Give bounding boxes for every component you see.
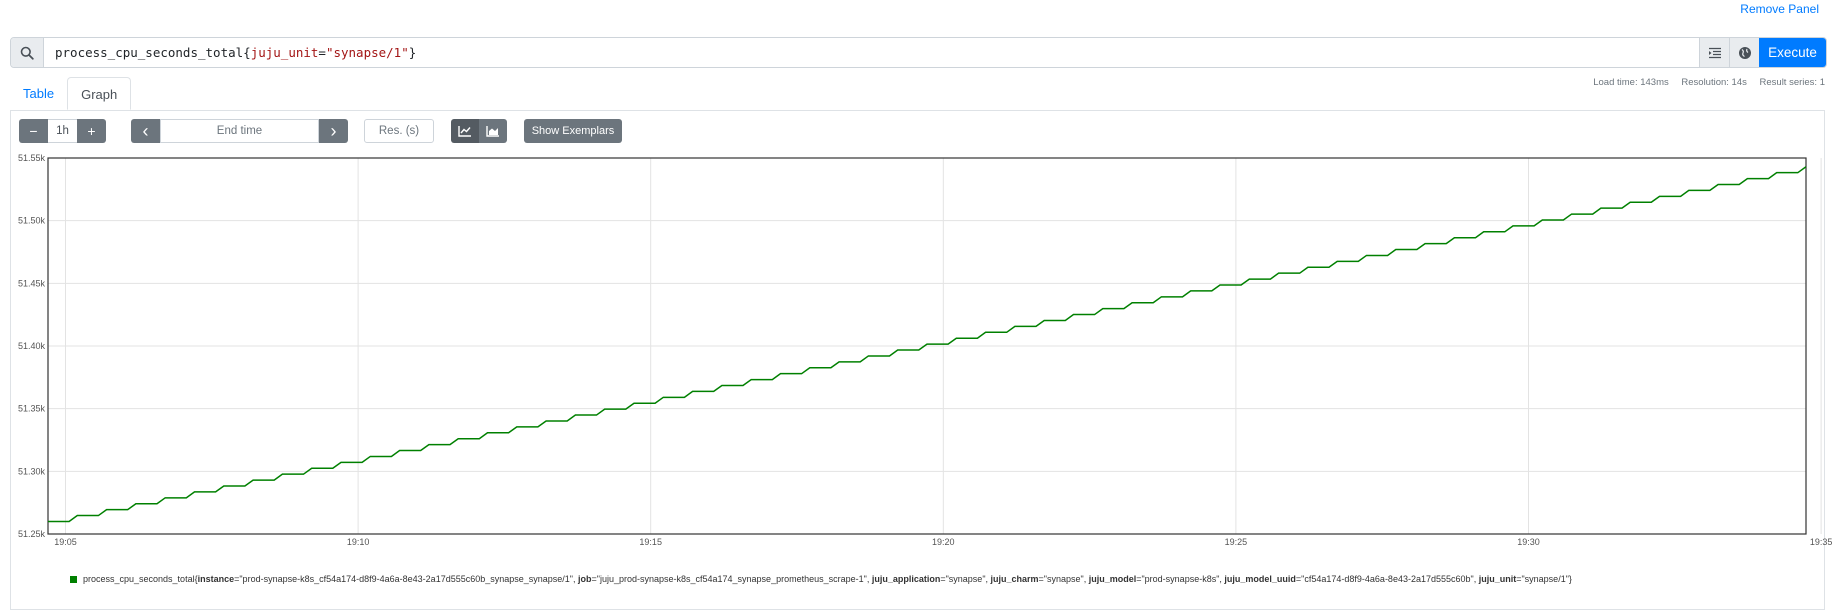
legend-label-value: ="synapse", [1038,574,1089,584]
x-tick-label: 19:30 [1517,537,1540,547]
y-axis: 51.25k 51.30k 51.35k 51.40k 51.45k 51.50k 51.5… [18,153,46,539]
query-input[interactable]: process_cpu_seconds_total{juju_unit = "syn… [44,38,1699,67]
legend-label-value: ="synapse/1" [1516,574,1569,584]
series-line [48,166,1807,523]
query-stats: Load time: 143ms Resolution: 14s Result … [1583,77,1825,88]
y-tick-label: 51.25k [18,529,46,539]
line-chart-button[interactable] [451,119,479,143]
legend-label-name: juju_unit [1478,574,1517,584]
legend-label-value: ="synapse", [940,574,991,584]
prev-time-button[interactable]: ‹ [131,119,160,143]
legend-label-name: job [578,574,592,584]
query-equals: = [318,45,326,60]
format-icon [1708,47,1721,58]
legend-label-value: ="juju_prod-synapse-k8s_cf54a174_synapse… [591,574,872,584]
chart-legend: process_cpu_seconds_total{instance="prod… [70,574,1572,584]
end-time-input[interactable]: End time [160,119,319,143]
execute-button[interactable]: Execute [1759,38,1826,67]
legend-metric: process_cpu_seconds_total [83,574,195,584]
y-tick-label: 51.35k [18,404,46,414]
decrease-range-button[interactable]: − [19,119,48,143]
y-tick-label: 51.50k [18,216,46,226]
y-tick-label: 51.55k [18,153,46,163]
x-tick-label: 19:35 [1810,537,1833,547]
x-axis: 19:0519:1019:1519:2019:2519:3019:3519:40… [54,537,1833,547]
load-time: Load time: 143ms [1593,77,1669,88]
line-chart-icon [458,126,471,137]
legend-label-value: ="cf54a174-d8f9-4a6a-8e43-2a17d555c60b", [1295,574,1479,584]
remove-panel-link[interactable]: Remove Panel [1740,2,1819,16]
stacked-chart-button[interactable] [479,119,507,143]
query-bar: process_cpu_seconds_total{juju_unit = "syn… [10,37,1827,68]
resolution-input[interactable]: Res. (s) [364,119,434,143]
resolution: Resolution: 14s [1681,77,1747,88]
x-tick-label: 19:15 [639,537,662,547]
legend-label-name: instance [197,574,235,584]
legend-label-name: juju_model_uuid [1224,574,1296,584]
query-label-name: juju_unit [250,45,319,60]
time-series-chart: 51.25k 51.30k 51.35k 51.40k 51.45k 51.50k 51.5… [18,153,1833,547]
show-exemplars-button[interactable]: Show Exemplars [524,119,622,143]
legend-swatch [70,575,77,583]
tab-table[interactable]: Table [23,86,55,101]
legend-label-value: ="prod-synapse-k8s_cf54a174-d8f9-4a6a-8e… [234,574,578,584]
query-label-value: "synapse/1" [325,45,409,60]
x-tick-label: 19:20 [932,537,955,547]
y-tick-label: 51.45k [18,278,46,288]
search-icon [11,38,44,67]
query-open-brace: { [243,45,251,60]
result-series: Result series: 1 [1759,77,1825,88]
y-tick-label: 51.30k [18,466,46,476]
increase-range-button[interactable]: + [77,119,106,143]
area-chart-icon [486,126,499,137]
metrics-explorer-button[interactable] [1729,38,1759,67]
query-metric: process_cpu_seconds_total [55,45,244,60]
query-close-brace: } [408,45,417,60]
globe-icon [1738,46,1751,59]
graph-panel [10,110,1825,610]
legend-label-name: juju_application [871,574,941,584]
x-tick-label: 19:05 [54,537,77,547]
range-input[interactable]: 1h [48,119,77,143]
legend-labels: instance="prod-synapse-k8s_cf54a174-d8f9… [198,574,1569,584]
view-tabs: Table Graph [10,77,132,110]
legend-label-value: ="prod-synapse-k8s", [1136,574,1225,584]
legend-label-name: juju_charm [990,574,1039,584]
format-query-button[interactable] [1699,38,1729,67]
y-tick-label: 51.40k [18,341,46,351]
plot-area-border [47,157,1807,535]
x-tick-label: 19:25 [1225,537,1248,547]
next-time-button[interactable]: › [319,119,348,143]
x-tick-label: 19:10 [347,537,370,547]
tab-graph[interactable]: Graph [67,77,132,110]
chart-grid [48,157,1822,535]
legend-label-name: juju_model [1088,574,1137,584]
